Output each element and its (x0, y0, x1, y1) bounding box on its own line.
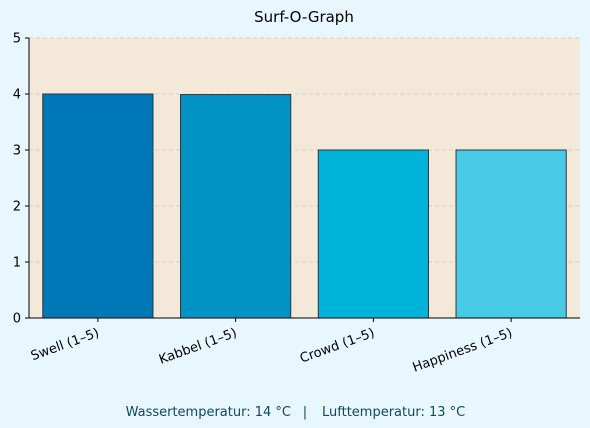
x-tick-label: Crowd (1–5) (298, 326, 377, 367)
x-axis-ticks: Swell (1–5) Kabbel (1–5) Crowd (1–5) Happin… (29, 318, 515, 376)
y-tick-label: 3 (13, 144, 21, 159)
y-tick-label: 5 (13, 32, 21, 47)
y-tick-label: 1 (13, 256, 21, 271)
bar (180, 94, 292, 319)
footer-separator: | (303, 405, 307, 420)
y-tick-label: 2 (13, 200, 21, 215)
y-axis-ticks: 0 1 2 3 4 5 (13, 32, 29, 327)
bar (42, 93, 154, 319)
water-temperature-label: Wassertemperatur: 14 °C (126, 405, 291, 420)
footer: Wassertemperatur: 14 °C | Lufttemperatur… (126, 405, 466, 420)
air-temperature-label: Lufttemperatur: 13 °C (322, 405, 465, 420)
x-tick-label: Happiness (1–5) (411, 326, 515, 376)
y-tick-label: 4 (13, 88, 21, 103)
chart-title: Surf-O-Graph (254, 8, 354, 26)
y-tick-label: 0 (13, 312, 21, 327)
bar (455, 149, 567, 319)
bar (317, 149, 429, 319)
axes (28, 38, 580, 319)
x-tick-label: Kabbel (1–5) (157, 326, 239, 368)
x-tick-label: Swell (1–5) (29, 326, 101, 365)
bars (42, 93, 567, 319)
